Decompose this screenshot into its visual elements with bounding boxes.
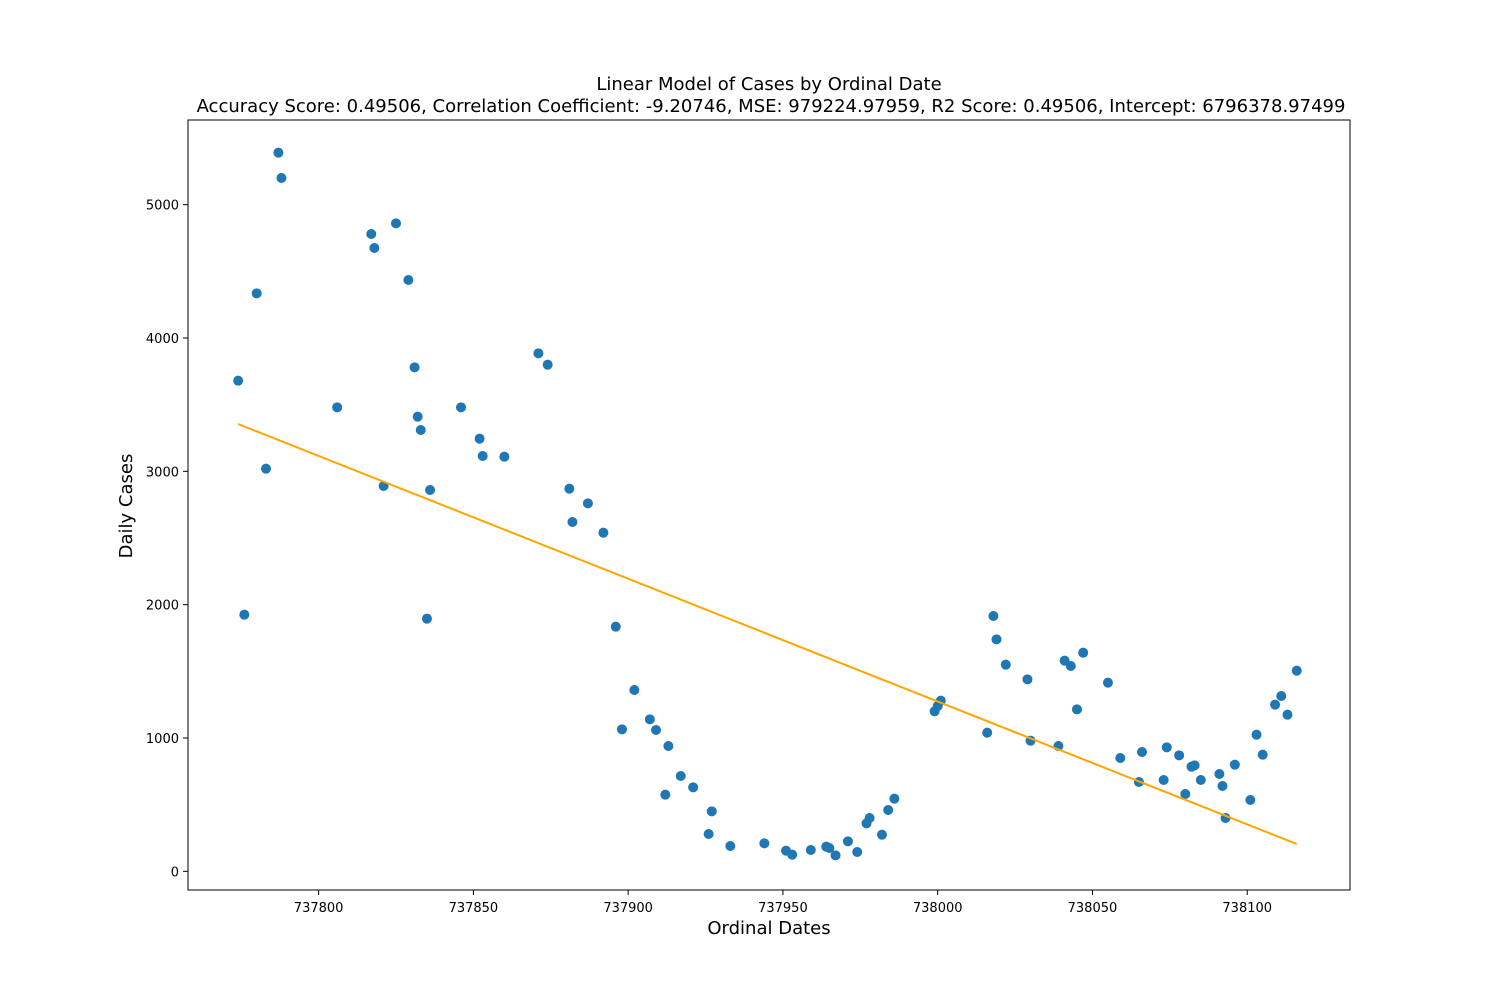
- data-point: [842, 836, 853, 847]
- data-point: [391, 218, 402, 229]
- data-point: [1078, 647, 1089, 658]
- data-point: [1217, 781, 1228, 791]
- y-tick-label: 3000: [146, 465, 179, 480]
- data-point: [598, 527, 609, 538]
- data-point: [261, 463, 272, 474]
- data-point: [651, 725, 662, 735]
- data-point: [1276, 691, 1287, 701]
- data-point: [1071, 704, 1082, 715]
- data-point: [1270, 699, 1281, 710]
- data-point: [616, 724, 627, 735]
- y-tick-label: 5000: [146, 199, 179, 214]
- y-axis: 0 1000 2000 3000 4000 5000: [146, 199, 188, 880]
- data-point: [564, 483, 575, 494]
- data-point: [988, 611, 999, 621]
- x-tick-label: 738050: [1068, 901, 1118, 916]
- data-point: [1115, 753, 1126, 763]
- data-point: [1136, 747, 1147, 757]
- data-point: [332, 402, 343, 413]
- data-point: [369, 243, 380, 253]
- data-point: [239, 609, 250, 620]
- x-tick-label: 738000: [913, 901, 963, 916]
- data-point: [864, 813, 875, 823]
- plot-frame: [187, 119, 1351, 891]
- data-point: [991, 634, 1002, 645]
- data-point: [582, 498, 593, 509]
- data-point: [852, 847, 863, 857]
- x-axis-label: Ordinal Dates: [707, 918, 830, 939]
- data-point: [824, 843, 835, 853]
- data-point: [876, 829, 887, 840]
- data-point: [273, 147, 284, 158]
- data-point: [366, 229, 377, 239]
- chart-title: Linear Model of Cases by Ordinal Date: [596, 74, 941, 95]
- x-tick-label: 737800: [294, 901, 344, 916]
- y-tick-label: 2000: [146, 599, 179, 614]
- data-point: [403, 275, 414, 285]
- x-tick-label: 737950: [758, 901, 808, 916]
- data-point: [1251, 729, 1262, 740]
- data-point: [1174, 750, 1185, 761]
- chart-subtitle: Accuracy Score: 0.49506, Correlation Coe…: [197, 96, 1346, 117]
- data-point: [1102, 677, 1113, 688]
- data-point: [787, 849, 798, 860]
- data-point: [1229, 759, 1240, 770]
- data-point: [610, 621, 621, 632]
- data-point: [474, 433, 485, 444]
- data-point: [1000, 659, 1011, 670]
- data-point: [1214, 769, 1225, 779]
- x-tick-label: 737850: [449, 901, 499, 916]
- data-point: [706, 806, 717, 817]
- data-point: [688, 782, 699, 793]
- data-point: [251, 288, 262, 299]
- data-point: [1245, 795, 1256, 805]
- data-point: [499, 451, 510, 462]
- plot-area: [233, 147, 1302, 861]
- data-point: [889, 793, 900, 804]
- x-tick-label: 738100: [1222, 901, 1272, 916]
- data-point: [805, 845, 816, 855]
- data-point: [660, 789, 671, 800]
- y-tick-label: 1000: [146, 732, 179, 747]
- data-point: [982, 727, 993, 738]
- data-point: [233, 375, 244, 386]
- data-point: [1180, 789, 1191, 799]
- data-point: [421, 613, 432, 624]
- data-point: [644, 714, 655, 725]
- data-point: [1257, 749, 1268, 760]
- y-axis-label: Daily Cases: [116, 454, 137, 559]
- data-point: [456, 402, 467, 413]
- y-tick-label: 4000: [146, 332, 179, 347]
- data-point: [1282, 709, 1293, 720]
- data-point: [409, 362, 420, 373]
- data-point: [477, 451, 488, 461]
- x-axis: 737800 737850 737900 737950 738000 738050 7381…: [294, 890, 1272, 916]
- data-point: [1158, 775, 1169, 785]
- data-point: [567, 517, 578, 527]
- data-point: [883, 805, 894, 815]
- data-point: [1022, 674, 1033, 685]
- x-tick-label: 737900: [603, 901, 653, 916]
- data-point: [415, 425, 426, 435]
- data-point: [629, 685, 640, 695]
- data-point: [1195, 775, 1206, 785]
- data-point: [759, 838, 770, 849]
- data-point: [412, 411, 423, 422]
- data-point: [1291, 665, 1302, 676]
- data-point: [1161, 742, 1172, 753]
- data-point: [425, 485, 436, 495]
- data-point: [830, 850, 841, 861]
- y-tick-label: 0: [171, 865, 179, 880]
- data-point: [663, 741, 674, 751]
- data-point: [725, 841, 736, 851]
- data-point: [542, 359, 553, 370]
- data-point: [533, 348, 544, 359]
- data-point: [1065, 661, 1076, 671]
- data-point: [1189, 760, 1200, 771]
- data-point: [276, 173, 287, 183]
- data-point: [703, 829, 714, 839]
- regression-line: [237, 423, 1298, 845]
- data-point: [675, 771, 686, 781]
